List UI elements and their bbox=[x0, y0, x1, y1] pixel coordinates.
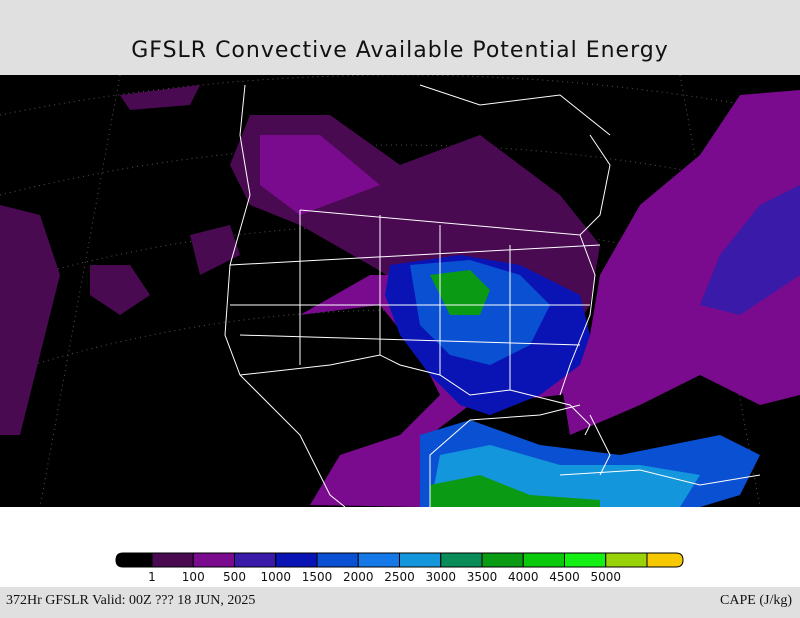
colorbar-label: 1000 bbox=[260, 570, 291, 584]
field-green bbox=[430, 475, 600, 507]
field-purple bbox=[260, 135, 380, 215]
colorbar-segment bbox=[440, 552, 483, 568]
colorbar-label: 4500 bbox=[549, 570, 580, 584]
header: GFSLR Convective Available Potential Ene… bbox=[0, 0, 800, 75]
boundaries bbox=[224, 84, 761, 507]
colorbar-label: 4000 bbox=[508, 570, 539, 584]
colorbar-label: 3500 bbox=[467, 570, 498, 584]
field-darkpurple bbox=[190, 225, 240, 275]
map bbox=[0, 75, 800, 507]
colorbar-label: 2000 bbox=[343, 570, 374, 584]
field-darkpurple bbox=[90, 265, 150, 315]
units: CAPE (J/kg) bbox=[720, 593, 792, 608]
colorbar: 1 100 500 1000 1500 2000 2500 3000 3500 4000 4500 5… bbox=[115, 552, 684, 584]
colorbar-label: 1500 bbox=[302, 570, 333, 584]
colorbar-label: 2500 bbox=[384, 570, 415, 584]
field-darkpurple bbox=[0, 205, 60, 435]
field-indigo bbox=[700, 185, 800, 315]
field-purple bbox=[560, 90, 800, 435]
colorbar-segment bbox=[357, 552, 400, 568]
field-darkpurple bbox=[120, 85, 200, 110]
title: GFSLR Convective Available Potential Ene… bbox=[131, 38, 669, 63]
colorbar-segment bbox=[316, 552, 359, 568]
valid-time: 372Hr GFSLR Valid: 00Z ??? 18 JUN, 2025 bbox=[6, 593, 256, 608]
colorbar-label: 3000 bbox=[425, 570, 456, 584]
colorbar-label: 100 bbox=[182, 570, 205, 584]
colorbar-label: 5000 bbox=[590, 570, 621, 584]
colorbar-label: 1 bbox=[148, 570, 156, 584]
colorbar-segment bbox=[115, 552, 153, 568]
footer: 372Hr GFSLR Valid: 00Z ??? 18 JUN, 2025 … bbox=[0, 587, 800, 618]
colorbar-segment bbox=[275, 552, 318, 568]
colorbar-segment bbox=[481, 552, 524, 568]
cape-field bbox=[0, 85, 800, 507]
colorbar-segment bbox=[192, 552, 235, 568]
colorbar-segment bbox=[151, 552, 194, 568]
colorbar-segment bbox=[605, 552, 648, 568]
colorbar-label: 500 bbox=[223, 570, 246, 584]
colorbar-segment bbox=[646, 552, 684, 568]
colorbar-segment bbox=[522, 552, 565, 568]
colorbar-segment bbox=[399, 552, 442, 568]
field-green bbox=[430, 270, 490, 315]
colorbar-segment bbox=[564, 552, 607, 568]
colorbar-segment bbox=[234, 552, 277, 568]
